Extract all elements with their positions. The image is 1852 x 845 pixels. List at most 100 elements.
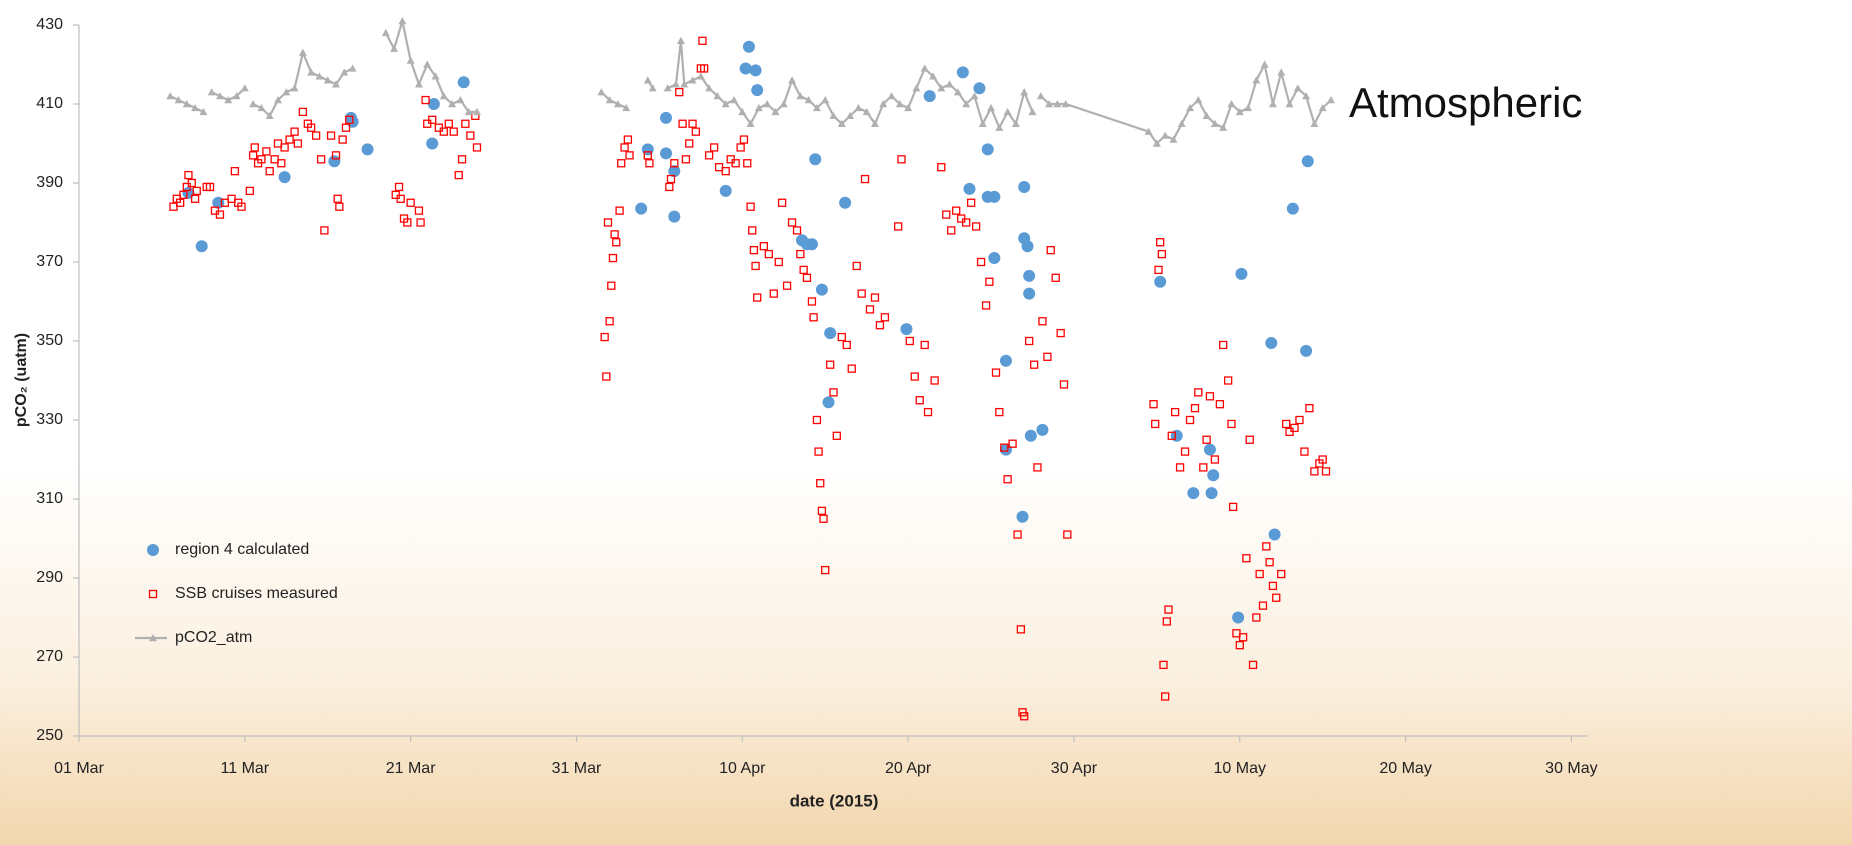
legend-label: SSB cruises measured — [175, 585, 338, 602]
point — [665, 182, 674, 192]
x-tick-label: 30 May — [1545, 760, 1597, 777]
point — [905, 336, 914, 346]
point — [807, 297, 817, 306]
point — [1300, 344, 1313, 357]
point — [1025, 336, 1034, 346]
point — [1235, 641, 1244, 650]
point — [819, 514, 828, 523]
point — [1008, 439, 1017, 448]
x-tick-label: 10 May — [1214, 760, 1266, 777]
point — [1219, 123, 1228, 131]
point — [1170, 429, 1183, 442]
point — [1003, 475, 1012, 484]
point — [1043, 352, 1052, 361]
point — [597, 88, 606, 96]
point — [1051, 273, 1060, 282]
point — [190, 194, 200, 203]
point — [698, 36, 707, 45]
point — [1170, 407, 1180, 417]
point — [1252, 76, 1261, 84]
point — [1160, 692, 1170, 701]
point — [293, 139, 303, 148]
point — [612, 238, 621, 247]
point — [792, 226, 802, 235]
point — [250, 143, 259, 152]
point — [691, 127, 701, 136]
point — [879, 100, 888, 108]
point — [1258, 601, 1268, 610]
point — [660, 111, 673, 124]
point — [414, 80, 423, 88]
point — [696, 72, 705, 80]
point — [282, 88, 291, 96]
point — [273, 96, 282, 104]
point — [426, 137, 439, 150]
x-tick-label: 21 Mar — [386, 760, 436, 777]
point — [316, 155, 326, 164]
point — [1228, 502, 1238, 512]
point — [278, 171, 291, 184]
y-tick-label: 370 — [36, 253, 63, 270]
point — [466, 131, 475, 140]
point — [307, 123, 316, 132]
point — [812, 103, 821, 112]
point — [1295, 415, 1304, 425]
point — [645, 159, 654, 168]
point — [1169, 135, 1178, 143]
x-tick-label: 31 Mar — [552, 760, 602, 777]
point — [923, 90, 936, 103]
point — [688, 76, 697, 84]
point — [1154, 265, 1163, 275]
point — [1038, 317, 1047, 326]
point — [971, 222, 981, 231]
point — [1277, 68, 1286, 76]
point — [285, 135, 294, 144]
point — [335, 202, 344, 211]
point — [1248, 660, 1258, 670]
point — [1232, 629, 1241, 638]
point — [953, 88, 962, 96]
point — [804, 96, 813, 104]
point — [880, 313, 890, 322]
point — [1194, 96, 1203, 104]
point — [1219, 340, 1228, 350]
point — [332, 80, 341, 88]
point — [995, 407, 1004, 417]
point — [705, 84, 714, 92]
point — [361, 143, 374, 156]
x-tick-label: 20 May — [1379, 760, 1431, 777]
point — [904, 103, 913, 112]
point — [837, 119, 846, 127]
y-tick-label: 350 — [36, 332, 63, 349]
point — [326, 131, 336, 140]
legend-marker — [149, 634, 157, 642]
point — [1175, 463, 1185, 472]
point — [340, 68, 349, 76]
point — [248, 151, 258, 160]
point — [865, 305, 875, 314]
point — [663, 84, 672, 92]
point — [1186, 103, 1195, 112]
point — [240, 84, 249, 92]
point — [257, 155, 266, 164]
point — [1190, 403, 1200, 413]
x-axis-label: date (2015) — [790, 791, 879, 810]
point — [1036, 92, 1045, 100]
point — [230, 166, 240, 176]
point — [668, 210, 681, 223]
point — [821, 565, 830, 575]
point — [788, 76, 797, 84]
point — [1277, 569, 1286, 579]
point — [1167, 431, 1176, 440]
point — [1156, 238, 1165, 247]
point — [821, 96, 830, 104]
point — [900, 323, 913, 336]
point — [603, 218, 613, 227]
point — [774, 257, 783, 267]
point — [857, 289, 866, 298]
point — [1063, 530, 1072, 539]
point — [1157, 249, 1166, 259]
point — [670, 159, 679, 168]
point — [671, 80, 680, 88]
point — [643, 76, 652, 84]
